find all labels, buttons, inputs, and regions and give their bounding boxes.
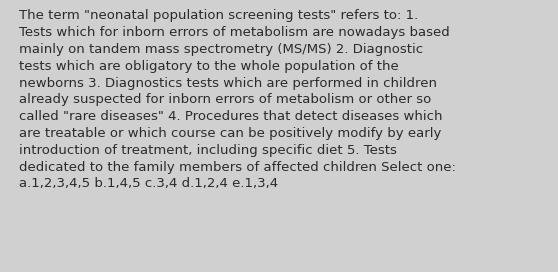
Text: The term "neonatal population screening tests" refers to: 1.
Tests which for inb: The term "neonatal population screening … bbox=[19, 10, 456, 190]
